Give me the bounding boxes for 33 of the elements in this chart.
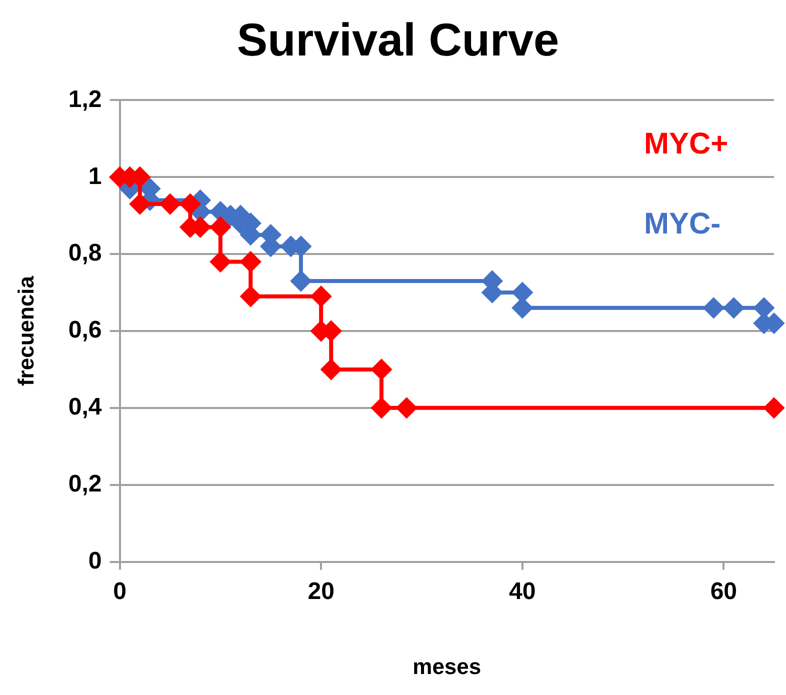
x-tick-label: 60 (710, 578, 738, 605)
y-tick-label: 0,4 (68, 394, 102, 421)
point (321, 359, 342, 380)
point (130, 194, 150, 214)
y-tick-label: 0,6 (68, 316, 102, 344)
point (754, 298, 774, 318)
y-tick-label: 0,2 (68, 470, 102, 498)
x-tick-label: 20 (308, 578, 334, 605)
point (704, 298, 724, 318)
point (764, 398, 784, 418)
x-tick-label: 40 (509, 578, 536, 605)
y-tick-label: 0 (88, 547, 102, 574)
point (371, 398, 392, 418)
text: MYC+ (644, 127, 728, 160)
point (160, 194, 180, 214)
y-tick-label: 0,8 (68, 240, 102, 267)
point (311, 286, 332, 306)
point (210, 217, 230, 238)
point (240, 286, 261, 306)
point (290, 270, 311, 291)
point (240, 252, 261, 272)
point (180, 194, 200, 214)
series-label: MYC- (644, 207, 721, 240)
x-axis-title: meses (412, 654, 482, 679)
x-tick-label: 0 (113, 578, 126, 605)
point (724, 298, 744, 318)
chart-title: Survival Curve (236, 13, 560, 66)
y-axis-title: frecuencia (13, 275, 38, 386)
point (396, 398, 417, 418)
point (371, 359, 392, 380)
point (210, 252, 230, 272)
y-tick-label: 1 (88, 162, 102, 190)
y-tick-label: 1,2 (68, 86, 102, 113)
